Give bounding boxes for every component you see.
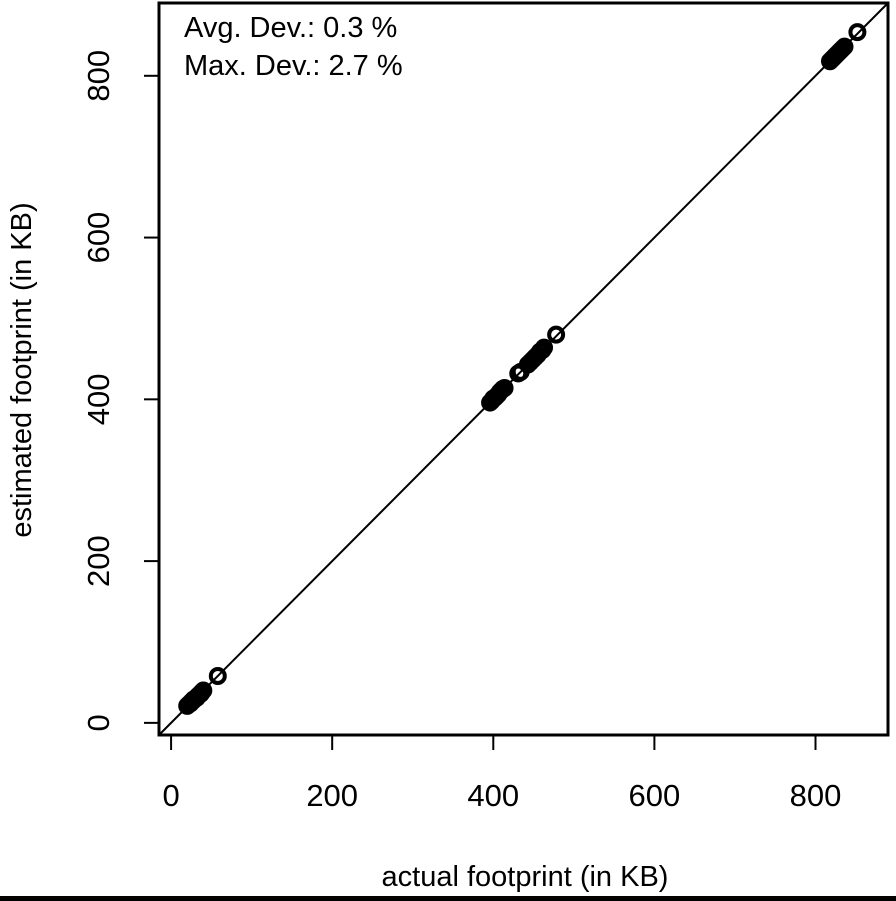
y-axis-label: estimated footprint (in KB): [6, 202, 38, 537]
x-tick-label: 0: [162, 778, 179, 813]
data-point: [208, 666, 227, 685]
data-point: [194, 681, 213, 700]
x-axis: 0 200 400 600 800: [162, 734, 842, 813]
data-point: [547, 325, 566, 344]
x-tick-label: 800: [790, 778, 842, 813]
y-tick-label: 600: [81, 212, 116, 264]
x-tick-label: 600: [629, 778, 681, 813]
data-points: [178, 23, 867, 715]
data-point: [535, 338, 554, 357]
x-tick-label: 200: [306, 778, 358, 813]
annotation-max-dev: Max. Dev.: 2.7 %: [184, 50, 403, 82]
y-tick-label: 0: [81, 714, 116, 731]
x-tick-label: 400: [467, 778, 519, 813]
y-tick-label: 200: [81, 535, 116, 587]
y-axis: 0 200 400 600 800: [81, 50, 160, 731]
y-tick-label: 400: [81, 373, 116, 425]
annotation-avg-dev: Avg. Dev.: 0.3 %: [184, 12, 397, 44]
data-point: [835, 37, 854, 56]
y-tick-label: 800: [81, 50, 116, 102]
data-point: [848, 23, 867, 42]
bottom-border: [0, 896, 896, 901]
x-axis-label: actual footprint (in KB): [382, 861, 669, 893]
data-point: [495, 379, 514, 398]
